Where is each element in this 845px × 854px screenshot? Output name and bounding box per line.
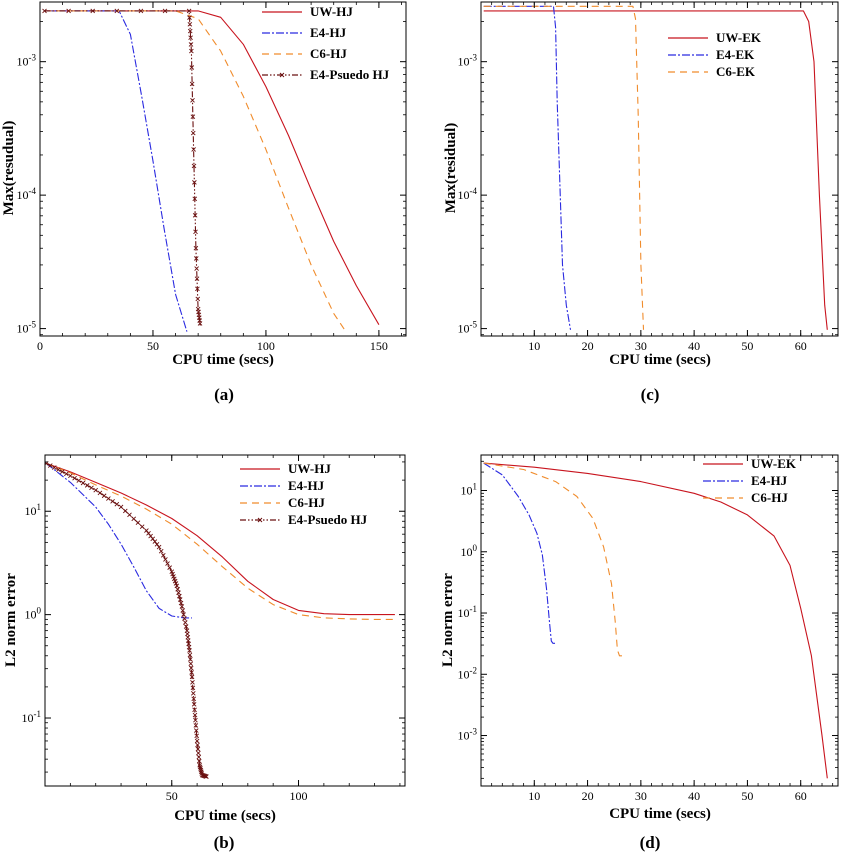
- panel-a-legend-label: E4-Psuedo HJ: [310, 67, 390, 82]
- panel-a-y-axis-label: Max(resudual): [1, 121, 17, 216]
- panel-c-legend-label: E4-EK: [716, 47, 755, 62]
- figure-background: [0, 0, 845, 854]
- panel-a-x-tick-label: 150: [370, 339, 388, 353]
- panel-a-label: (a): [214, 385, 234, 404]
- panel-b-y-axis-label: L2 norm error: [3, 573, 19, 667]
- panel-b-x-tick-label: 50: [166, 789, 178, 803]
- panel-d-x-tick-label: 30: [635, 789, 647, 803]
- panel-c-legend-label: C6-EK: [716, 64, 756, 79]
- panel-d-legend-label: E4-HJ: [751, 473, 788, 488]
- panel-c-x-tick-label: 40: [688, 339, 700, 353]
- panel-a-x-tick-label: 0: [37, 339, 43, 353]
- panel-d-x-tick-label: 60: [795, 789, 807, 803]
- panel-c-label: (c): [641, 385, 660, 404]
- panel-a-legend-label: E4-HJ: [310, 25, 347, 40]
- panel-a-legend-label: UW-HJ: [310, 4, 353, 19]
- panel-b-legend-label: E4-HJ: [288, 478, 325, 493]
- panel-a-legend-label: C6-HJ: [310, 46, 347, 61]
- panel-b-x-tick-label: 100: [290, 789, 308, 803]
- panel-c-x-tick-label: 30: [635, 339, 647, 353]
- panel-b-legend-label: E4-Psuedo HJ: [288, 512, 368, 527]
- panel-c-x-axis-label: CPU time (secs): [609, 352, 711, 368]
- panel-d-x-tick-label: 40: [688, 789, 700, 803]
- panel-d-label: (d): [640, 833, 661, 852]
- panel-b-legend-label: C6-HJ: [288, 495, 325, 510]
- panel-c-x-tick-label: 60: [795, 339, 807, 353]
- panel-c-x-tick-label: 20: [582, 339, 594, 353]
- panel-d-y-axis-label: L2 norm error: [440, 573, 456, 667]
- panel-a-x-tick-label: 100: [257, 339, 275, 353]
- panel-c-x-tick-label: 10: [528, 339, 540, 353]
- panel-d-legend-label: UW-EK: [751, 456, 797, 471]
- panel-d-x-tick-label: 20: [582, 789, 594, 803]
- panel-c-y-axis-label: Max(residual): [443, 123, 459, 214]
- panel-b-x-axis-label: CPU time (secs): [174, 808, 276, 824]
- panel-a-x-axis-label: CPU time (secs): [172, 352, 274, 368]
- panel-d-x-tick-label: 10: [528, 789, 540, 803]
- panel-c-legend-label: UW-EK: [716, 30, 762, 45]
- panel-d-legend-label: C6-HJ: [751, 490, 788, 505]
- figure: 0 50 100 15010-510-410-3 CPU time (secs) Ma…: [0, 0, 845, 854]
- panel-b-legend-label: UW-HJ: [288, 461, 331, 476]
- panel-a-x-tick-label: 50: [147, 339, 159, 353]
- panel-c-x-tick-label: 50: [741, 339, 753, 353]
- panel-d-x-tick-label: 50: [741, 789, 753, 803]
- panel-d-x-axis-label: CPU time (secs): [609, 806, 711, 822]
- panel-b-label: (b): [214, 833, 235, 852]
